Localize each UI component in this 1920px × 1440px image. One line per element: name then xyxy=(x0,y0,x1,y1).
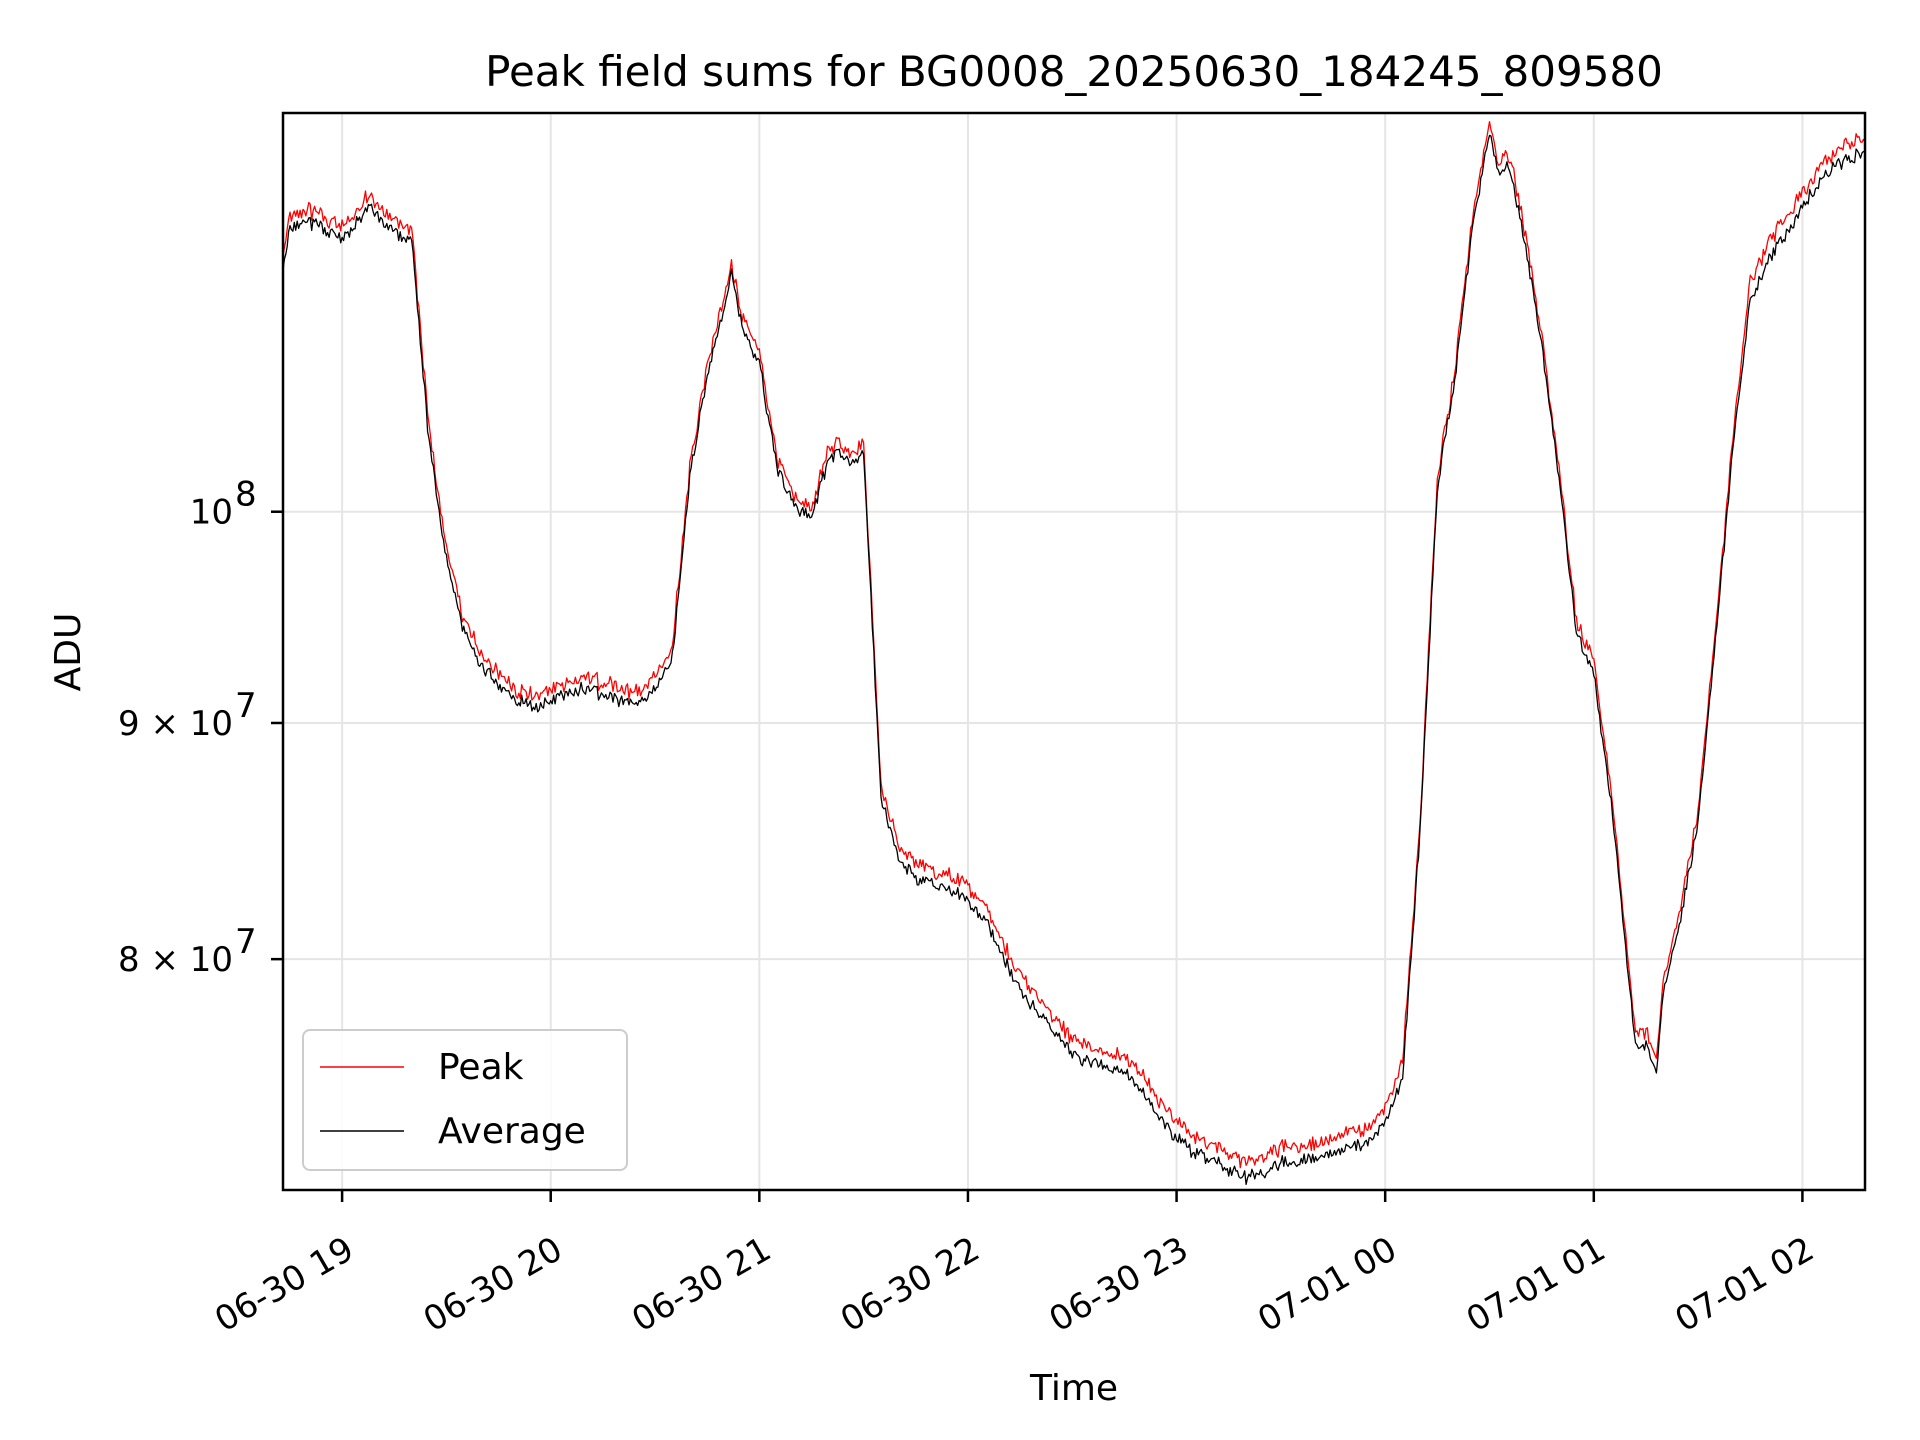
y-tick-label: 8 × 10 xyxy=(118,940,233,980)
legend-label-peak: Peak xyxy=(438,1047,524,1088)
y-axis: 10 89 × 10 78 × 10 7 xyxy=(118,475,283,980)
y-tick-label-exponent: 7 xyxy=(235,922,257,962)
plot-frame xyxy=(281,111,1867,1192)
chart-title: Peak field sums for BG0008_20250630_1842… xyxy=(485,47,1663,96)
y-tick-label-exponent: 7 xyxy=(235,686,257,726)
series-line-average xyxy=(283,134,1865,1186)
series-layer xyxy=(283,120,1865,1186)
y-tick-label-base: 9 × 10 xyxy=(118,704,233,744)
y-axis-label: ADU xyxy=(48,613,89,692)
y-tick-label-base: 8 × 10 xyxy=(118,940,233,980)
y-tick-label: 10 xyxy=(190,493,233,533)
y-tick-label: 9 × 10 xyxy=(118,704,233,744)
legend: Peak Average xyxy=(302,1029,628,1171)
y-tick-label-exponent: 8 xyxy=(235,475,257,515)
legend-label-average: Average xyxy=(438,1111,586,1152)
x-axis-label: Time xyxy=(1029,1368,1118,1409)
y-tick-label-base: 10 xyxy=(190,493,233,533)
legend-box xyxy=(302,1029,628,1171)
series-line-peak xyxy=(283,120,1865,1169)
